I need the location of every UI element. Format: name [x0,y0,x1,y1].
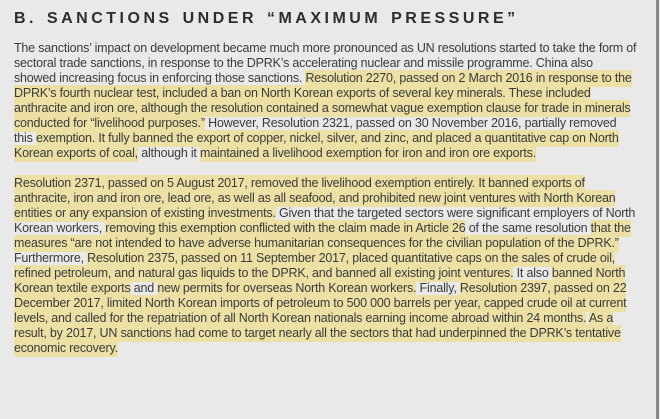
highlighted-text: maintained a livelihood exemption for ir… [199,145,536,162]
text-run: of the same resolution [465,221,591,235]
highlighted-text: new permits for overseas North Korean wo… [157,280,417,297]
page-edge [656,0,659,419]
page-content: B. SANCTIONS UNDER “MAXIMUM PRESSURE” Th… [14,10,638,357]
body-text: The sanctions’ impact on development bec… [14,41,638,357]
paragraph: The sanctions’ impact on development bec… [14,41,638,162]
text-run: Furthermore, [14,251,88,265]
text-run: It also [513,266,552,280]
text-run: However, Resolution 2321, passed on 30 N… [14,116,617,145]
paragraph: Resolution 2371, passed on 5 August 2017… [14,175,638,357]
text-run: although it [137,146,200,160]
highlighted-text: Resolution 2397, passed on 22 December 2… [14,280,627,327]
text-run: and [130,281,158,295]
text-run: The sanctions’ impact on development bec… [14,41,637,85]
section-title: B. SANCTIONS UNDER “MAXIMUM PRESSURE” [14,10,519,27]
text-run: Given that the targeted sectors were sig… [14,206,636,235]
text-run: Finally, [416,281,460,295]
highlighted-text: removing this exemption conflicted with … [105,220,466,237]
